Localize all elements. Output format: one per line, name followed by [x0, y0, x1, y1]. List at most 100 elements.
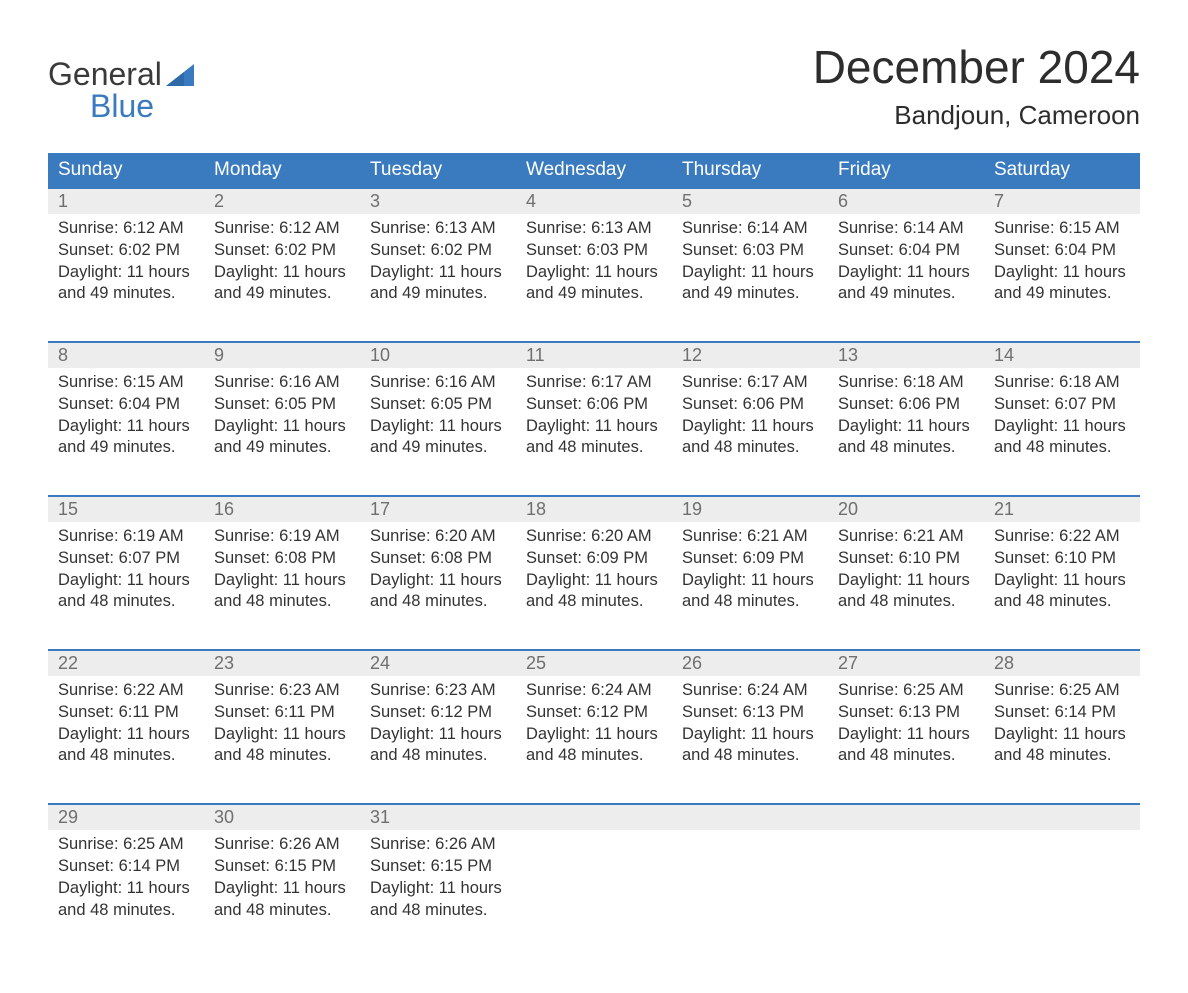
sunrise-label: Sunrise: [994, 681, 1055, 699]
sunrise-line: Sunrise: 6:18 AM [994, 372, 1130, 394]
weekday-header: Thursday [672, 153, 828, 188]
sunset-value: 6:13 PM [899, 703, 960, 721]
sunrise-line: Sunrise: 6:14 AM [682, 218, 818, 240]
daylight-hours: 11 [283, 417, 300, 435]
sunset-value: 6:07 PM [119, 549, 180, 567]
daylight-hours: 11 [595, 725, 612, 743]
sunrise-value: 6:21 AM [903, 527, 964, 545]
sunrise-line: Sunrise: 6:23 AM [370, 680, 506, 702]
sunrise-line: Sunrise: 6:15 AM [994, 218, 1130, 240]
daylight-line-1: Daylight: 11 hours [526, 416, 662, 438]
daylight-minutes: 48 [402, 592, 420, 610]
day-number-cell: 8 [48, 342, 204, 368]
day-body-cell: Sunrise: 6:23 AMSunset: 6:12 PMDaylight:… [360, 676, 516, 804]
daylight-label: Daylight: [526, 263, 590, 281]
sunset-line: Sunset: 6:04 PM [994, 240, 1130, 262]
daylight-and: and [58, 901, 86, 919]
sunrise-line: Sunrise: 6:25 AM [838, 680, 974, 702]
sunrise-value: 6:16 AM [279, 373, 340, 391]
daylight-minutes: 48 [714, 592, 732, 610]
sunrise-value: 6:15 AM [123, 373, 184, 391]
logo-word-general: General [48, 58, 162, 90]
daylight-minutes-suffix: minutes. [581, 284, 643, 302]
day-number-cell: 6 [828, 188, 984, 214]
day-number-cell: 10 [360, 342, 516, 368]
daylight-line-1: Daylight: 11 hours [682, 262, 818, 284]
daylight-minutes-suffix: minutes. [113, 438, 175, 456]
daylight-line-1: Daylight: 11 hours [994, 724, 1130, 746]
sunset-label: Sunset: [838, 395, 894, 413]
sunset-value: 6:03 PM [743, 241, 804, 259]
sunset-label: Sunset: [526, 549, 582, 567]
weekday-header: Saturday [984, 153, 1140, 188]
day-number-cell: 2 [204, 188, 360, 214]
week-number-row: 22232425262728 [48, 650, 1140, 676]
daylight-minutes-suffix: minutes. [113, 592, 175, 610]
daylight-minutes: 48 [402, 746, 420, 764]
day-body-cell: Sunrise: 6:21 AMSunset: 6:09 PMDaylight:… [672, 522, 828, 650]
daylight-and: and [58, 284, 86, 302]
daylight-line-1: Daylight: 11 hours [526, 724, 662, 746]
sunset-value: 6:15 PM [275, 857, 336, 875]
daylight-line-1: Daylight: 11 hours [58, 570, 194, 592]
daylight-minutes: 48 [558, 592, 576, 610]
sunset-label: Sunset: [58, 857, 114, 875]
daylight-line-1: Daylight: 11 hours [370, 724, 506, 746]
sunrise-value: 6:24 AM [591, 681, 652, 699]
daylight-hours: 11 [1063, 417, 1080, 435]
daylight-hours: 11 [283, 571, 300, 589]
sunrise-line: Sunrise: 6:23 AM [214, 680, 350, 702]
sunset-label: Sunset: [838, 241, 894, 259]
day-number-cell: 20 [828, 496, 984, 522]
sunrise-line: Sunrise: 6:20 AM [370, 526, 506, 548]
sunset-label: Sunset: [994, 549, 1050, 567]
header-right: December 2024 Bandjoun, Cameroon [813, 40, 1140, 131]
day-number-cell: 12 [672, 342, 828, 368]
sunrise-label: Sunrise: [838, 681, 899, 699]
day-number-cell: 7 [984, 188, 1140, 214]
daylight-line-2: and 48 minutes. [682, 745, 818, 767]
daylight-hours-suffix: hours [305, 879, 346, 897]
daylight-minutes-suffix: minutes. [1049, 284, 1111, 302]
daylight-minutes-suffix: minutes. [425, 284, 487, 302]
daylight-hours: 11 [595, 417, 612, 435]
sunrise-value: 6:18 AM [1059, 373, 1120, 391]
sunrise-line: Sunrise: 6:15 AM [58, 372, 194, 394]
logo: General Blue [48, 58, 194, 122]
daylight-hours-suffix: hours [1085, 417, 1126, 435]
daylight-and: and [370, 746, 398, 764]
day-number-cell [516, 804, 672, 830]
daylight-line-2: and 49 minutes. [214, 283, 350, 305]
daylight-minutes: 48 [402, 901, 420, 919]
daylight-and: and [838, 592, 866, 610]
sunset-value: 6:12 PM [587, 703, 648, 721]
daylight-hours-suffix: hours [461, 571, 502, 589]
daylight-line-1: Daylight: 11 hours [370, 416, 506, 438]
logo-word-blue: Blue [90, 90, 154, 122]
daylight-hours-suffix: hours [617, 571, 658, 589]
sunset-value: 6:02 PM [275, 241, 336, 259]
sunrise-value: 6:16 AM [435, 373, 496, 391]
sunset-label: Sunset: [214, 703, 270, 721]
daylight-line-1: Daylight: 11 hours [214, 724, 350, 746]
sunrise-value: 6:14 AM [903, 219, 964, 237]
sunrise-value: 6:14 AM [747, 219, 808, 237]
daylight-hours: 11 [283, 263, 300, 281]
sunrise-value: 6:22 AM [1059, 527, 1120, 545]
daylight-label: Daylight: [994, 725, 1058, 743]
daylight-minutes: 49 [870, 284, 888, 302]
sunset-label: Sunset: [526, 703, 582, 721]
daylight-minutes: 49 [1026, 284, 1044, 302]
daylight-line-2: and 49 minutes. [370, 437, 506, 459]
sunrise-value: 6:19 AM [123, 527, 184, 545]
sunset-line: Sunset: 6:10 PM [838, 548, 974, 570]
daylight-hours: 11 [439, 417, 456, 435]
daylight-hours-suffix: hours [461, 879, 502, 897]
daylight-hours-suffix: hours [1085, 725, 1126, 743]
daylight-hours-suffix: hours [305, 417, 346, 435]
day-number-cell: 15 [48, 496, 204, 522]
sunrise-label: Sunrise: [994, 373, 1055, 391]
day-number-cell [984, 804, 1140, 830]
day-number-cell: 5 [672, 188, 828, 214]
sunset-line: Sunset: 6:03 PM [682, 240, 818, 262]
